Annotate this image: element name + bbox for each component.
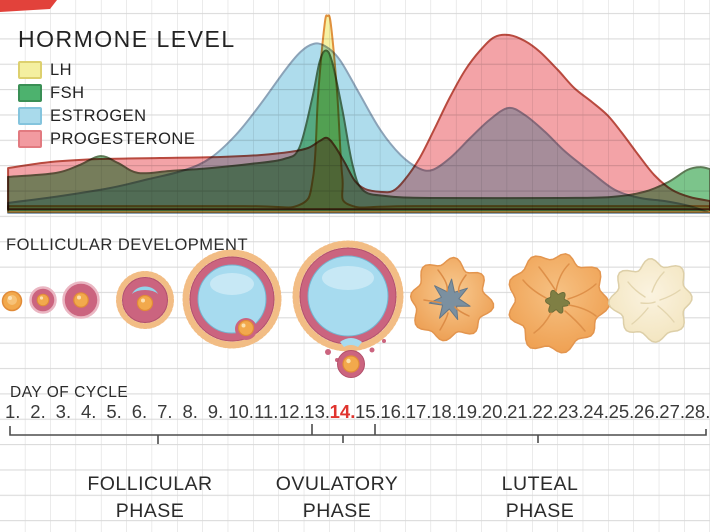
day-number: 9. (207, 401, 224, 422)
day-number: 23. (557, 401, 584, 422)
day-number: 28. (684, 401, 710, 422)
legend-item-lh: LH (18, 59, 195, 81)
follicular-development-label: FOLLICULAR DEVELOPMENT (6, 236, 249, 254)
follicular-phase-label: FOLLICULAR PHASE (87, 473, 213, 522)
day-number: 8. (182, 401, 198, 422)
hormone-legend: LH FSH ESTROGEN PROGESTERONE (18, 59, 195, 151)
follicular-development-row (1, 240, 693, 378)
day-number: 4. (81, 401, 97, 422)
day-number: 18. (431, 401, 457, 422)
day-number: 22. (532, 401, 559, 422)
legend-label: ESTROGEN (50, 106, 147, 125)
day-number: 21. (507, 401, 533, 422)
legend-item-estrogen: ESTROGEN (18, 105, 195, 127)
ovulation-icon (292, 240, 404, 378)
day-number: 11. (254, 401, 279, 422)
page-title: HORMONE LEVEL (18, 26, 236, 52)
day-number: 16. (380, 401, 407, 422)
lh-color-swatch-icon (18, 61, 42, 79)
day-number: 27. (659, 401, 685, 422)
phase-bracket (9, 424, 707, 444)
legend-label: FSH (50, 83, 85, 102)
day-number: 26. (633, 401, 660, 422)
day-number: 1. (4, 401, 21, 422)
day-of-cycle-label: DAY OF CYCLE (10, 384, 129, 401)
progesterone-area (7, 33, 710, 210)
day-number: 20. (481, 401, 508, 422)
ovulatory-phase-label: OVULATORY PHASE (275, 473, 399, 522)
early-corpus-luteum-icon (409, 256, 495, 342)
primary-follicle-icon (29, 286, 57, 314)
legend-label: PROGESTERONE (50, 129, 196, 148)
day-of-cycle-scale: 1. 2. 3. 4. 5. 6. 7. 8. 9. 10. 11. 12. 13. 14. 15. 16. 1… (0, 401, 710, 425)
fsh-color-swatch-icon (18, 84, 42, 102)
mature-follicle-icon (182, 249, 282, 349)
day-number: 17. (405, 401, 432, 422)
secondary-follicle-icon (62, 281, 100, 319)
legend-label: LH (50, 60, 73, 79)
hormone-level-chart (7, 14, 710, 214)
day-number: 6. (131, 401, 148, 422)
primordial-follicle-icon (1, 290, 23, 312)
day-number: 10. (228, 401, 254, 422)
day-number: 2. (30, 401, 46, 422)
day-number: 25. (608, 401, 635, 422)
estrogen-color-swatch-icon (18, 107, 42, 125)
day-number-highlighted: 14. (329, 401, 356, 422)
legend-item-progesterone: PROGESTERONE (18, 128, 195, 150)
day-number: 12. (278, 401, 305, 422)
legend-item-fsh: FSH (18, 82, 195, 104)
corpus-luteum-icon (508, 253, 610, 354)
progesterone-color-swatch-icon (18, 130, 42, 148)
day-number: 15. (354, 401, 381, 422)
corpus-albicans-icon (608, 258, 693, 343)
day-number: 7. (157, 401, 173, 422)
day-number: 19. (456, 401, 483, 422)
early-antral-follicle-icon (116, 271, 174, 329)
menstruation-marker (0, 0, 57, 12)
day-number: 3. (55, 401, 72, 422)
day-number: 24. (583, 401, 609, 422)
day-number: 13. (304, 401, 330, 422)
luteal-phase-label: LUTEAL PHASE (501, 473, 579, 522)
day-number: 5. (106, 401, 122, 422)
